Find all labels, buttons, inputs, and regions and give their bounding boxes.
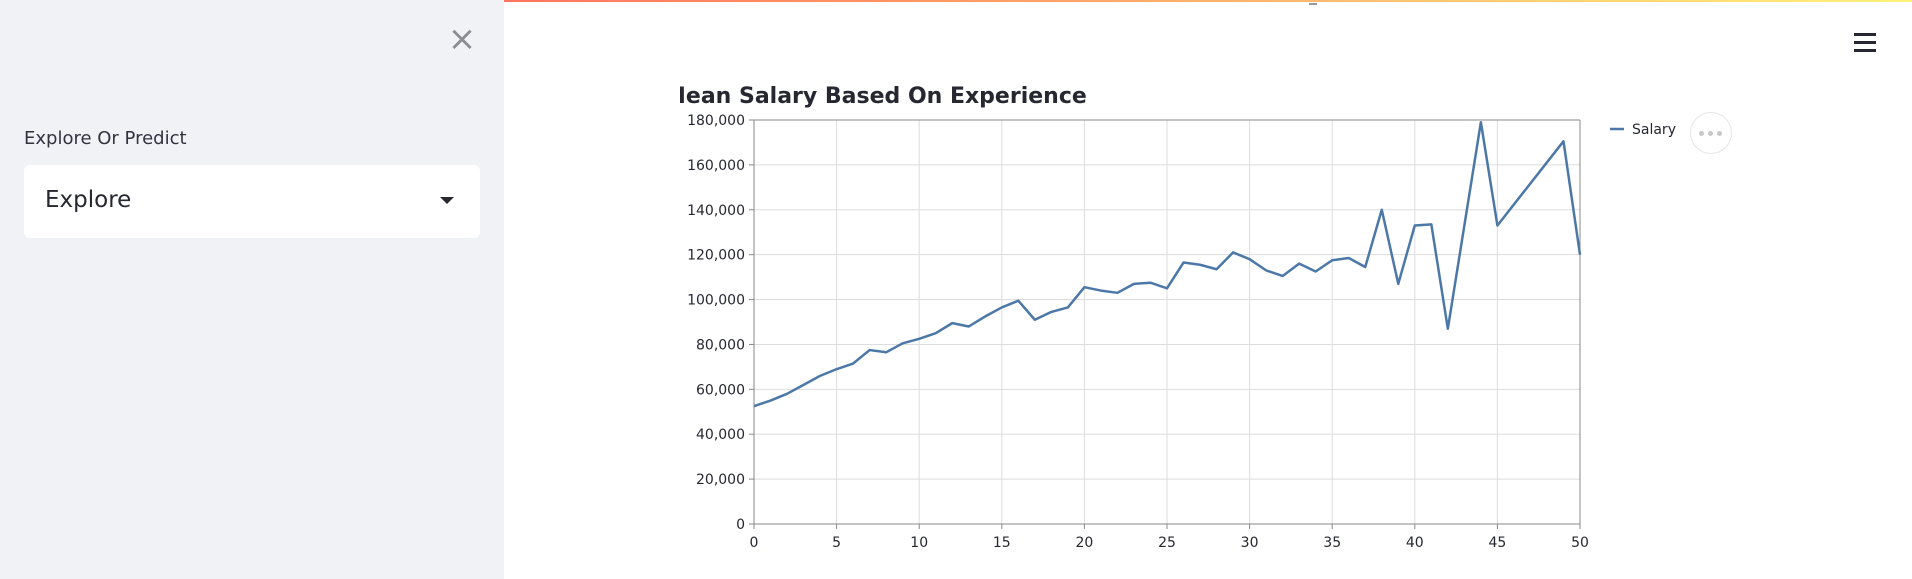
- x-tick-label: 5: [832, 535, 841, 551]
- x-tick-label: 40: [1406, 535, 1424, 551]
- y-tick-label: 80,000: [696, 337, 745, 353]
- y-tick-label: 160,000: [687, 158, 745, 174]
- more-icon-dot: [1699, 131, 1704, 136]
- hamburger-menu-icon-line: [1854, 49, 1876, 52]
- more-icon-dot: [1717, 131, 1722, 136]
- x-tick-label: 35: [1323, 535, 1341, 551]
- more-icon-dot: [1708, 131, 1713, 136]
- x-tick-label: 30: [1241, 535, 1259, 551]
- select-value: Explore: [45, 187, 132, 213]
- salary-series-line: [753, 120, 1582, 408]
- close-icon: ×: [447, 19, 477, 59]
- hamburger-menu-icon-line: [1854, 41, 1876, 44]
- x-tick-label: 25: [1158, 535, 1176, 551]
- chart-actions-button[interactable]: [1690, 112, 1732, 154]
- y-tick-label: 20,000: [696, 472, 745, 488]
- chevron-down-icon: [440, 197, 454, 204]
- x-tick-label: 0: [750, 535, 759, 551]
- select-label: Explore Or Predict: [24, 128, 187, 149]
- x-tick-label: 45: [1488, 535, 1506, 551]
- top-indicator: [1309, 3, 1317, 5]
- x-tick-label: 50: [1571, 535, 1589, 551]
- y-tick-label: 100,000: [687, 293, 745, 309]
- y-tick-label: 180,000: [687, 113, 745, 129]
- legend-label: Salary: [1632, 122, 1676, 138]
- main-menu-button[interactable]: [1852, 30, 1878, 56]
- salary-line-chart: Mean Salary Based On Experience 0 20,000 40…: [680, 84, 1676, 551]
- hamburger-menu-icon-line: [1854, 33, 1876, 36]
- explore-predict-select[interactable]: Explore: [24, 165, 480, 238]
- y-tick-label: 40,000: [696, 427, 745, 443]
- y-tick-label: 120,000: [687, 248, 745, 264]
- x-tick-label: 10: [910, 535, 928, 551]
- sidebar: × Explore Or Predict Explore: [0, 0, 504, 579]
- close-sidebar-button[interactable]: ×: [447, 22, 477, 56]
- y-tick-label: 140,000: [687, 203, 745, 219]
- y-tick-label: 0: [736, 517, 745, 533]
- x-tick-label: 20: [1075, 535, 1093, 551]
- chart-title: Mean Salary Based On Experience: [680, 84, 1087, 109]
- y-tick-label: 60,000: [696, 382, 745, 398]
- x-tick-label: 15: [993, 535, 1011, 551]
- top-decoration-bar: [0, 0, 1912, 2]
